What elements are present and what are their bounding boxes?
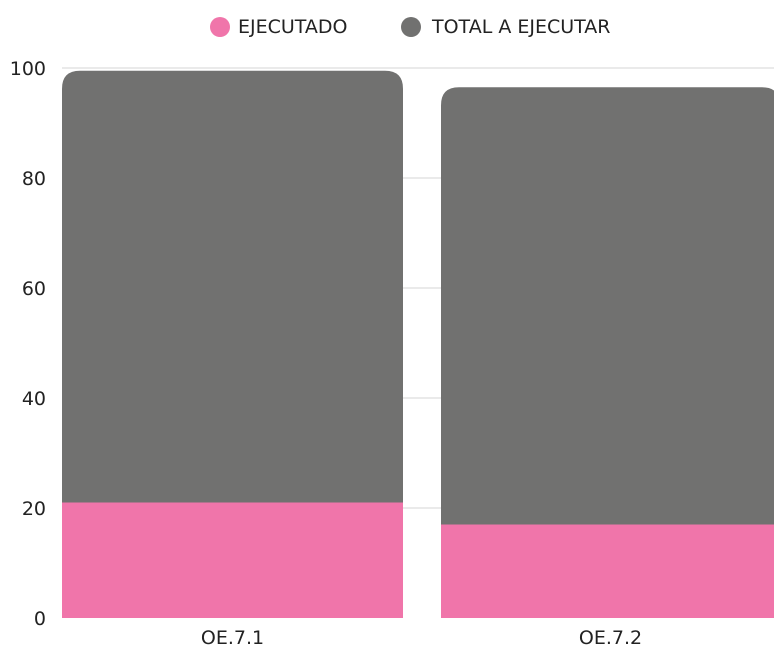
- bar-segment-total-a-ejecutar-oe-7-1: [62, 70, 403, 503]
- chart-legend: EJECUTADO TOTAL A EJECUTAR: [210, 16, 610, 38]
- legend-marker-ejecutado: [210, 17, 230, 37]
- legend-label-ejecutado: EJECUTADO: [238, 16, 348, 38]
- y-tick-label: 20: [22, 498, 46, 520]
- y-tick-label: 100: [10, 58, 46, 80]
- y-tick-label: 80: [22, 168, 46, 190]
- legend-label-total-a-ejecutar: TOTAL A EJECUTAR: [431, 16, 610, 38]
- y-tick-label: 0: [34, 608, 46, 630]
- bar-segment-ejecutado-oe-7-2: [441, 524, 774, 618]
- bars-layer: [62, 70, 774, 618]
- y-tick-label: 40: [22, 388, 46, 410]
- x-axis: OE.7.1 OE.7.2: [201, 627, 642, 648]
- y-axis: 0 20 40 60 80 100: [10, 58, 46, 630]
- bar-segment-ejecutado-oe-7-1: [62, 502, 403, 618]
- bar-segment-total-a-ejecutar-oe-7-2: [441, 87, 774, 525]
- legend-marker-total-a-ejecutar: [401, 17, 421, 37]
- y-tick-label: 60: [22, 278, 46, 300]
- x-tick-label: OE.7.1: [201, 627, 264, 648]
- x-tick-label: OE.7.2: [579, 627, 642, 648]
